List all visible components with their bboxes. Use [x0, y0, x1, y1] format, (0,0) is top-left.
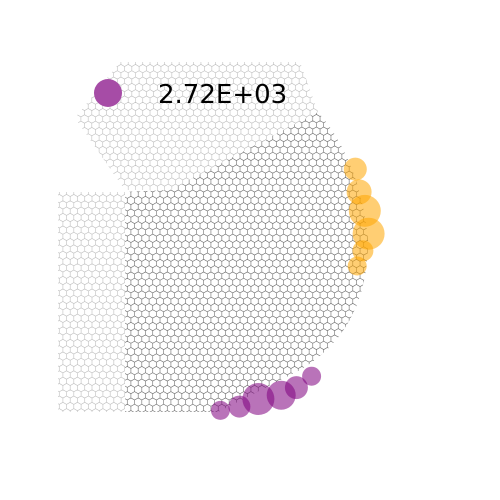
legend-label: 2.72E+03 — [158, 80, 287, 110]
hex-grid-faded-top — [75, 62, 318, 190]
series-0-point-0 — [343, 157, 367, 181]
hex-grid-main — [125, 112, 368, 412]
hex-grid-faded-left — [58, 192, 125, 412]
hex-cells — [58, 192, 125, 412]
hex-cells — [125, 112, 368, 412]
series-1-point-0 — [210, 400, 230, 420]
legend: 2.72E+03 — [94, 79, 287, 110]
series-1-point-2 — [242, 383, 275, 415]
series-0-point-5 — [347, 256, 367, 276]
series-1-point-4 — [284, 376, 308, 400]
series-0-point-4 — [352, 240, 374, 262]
hex-cells — [75, 62, 318, 190]
data-points — [210, 157, 385, 420]
series-1-point-5 — [302, 366, 322, 386]
legend-marker — [94, 79, 122, 107]
